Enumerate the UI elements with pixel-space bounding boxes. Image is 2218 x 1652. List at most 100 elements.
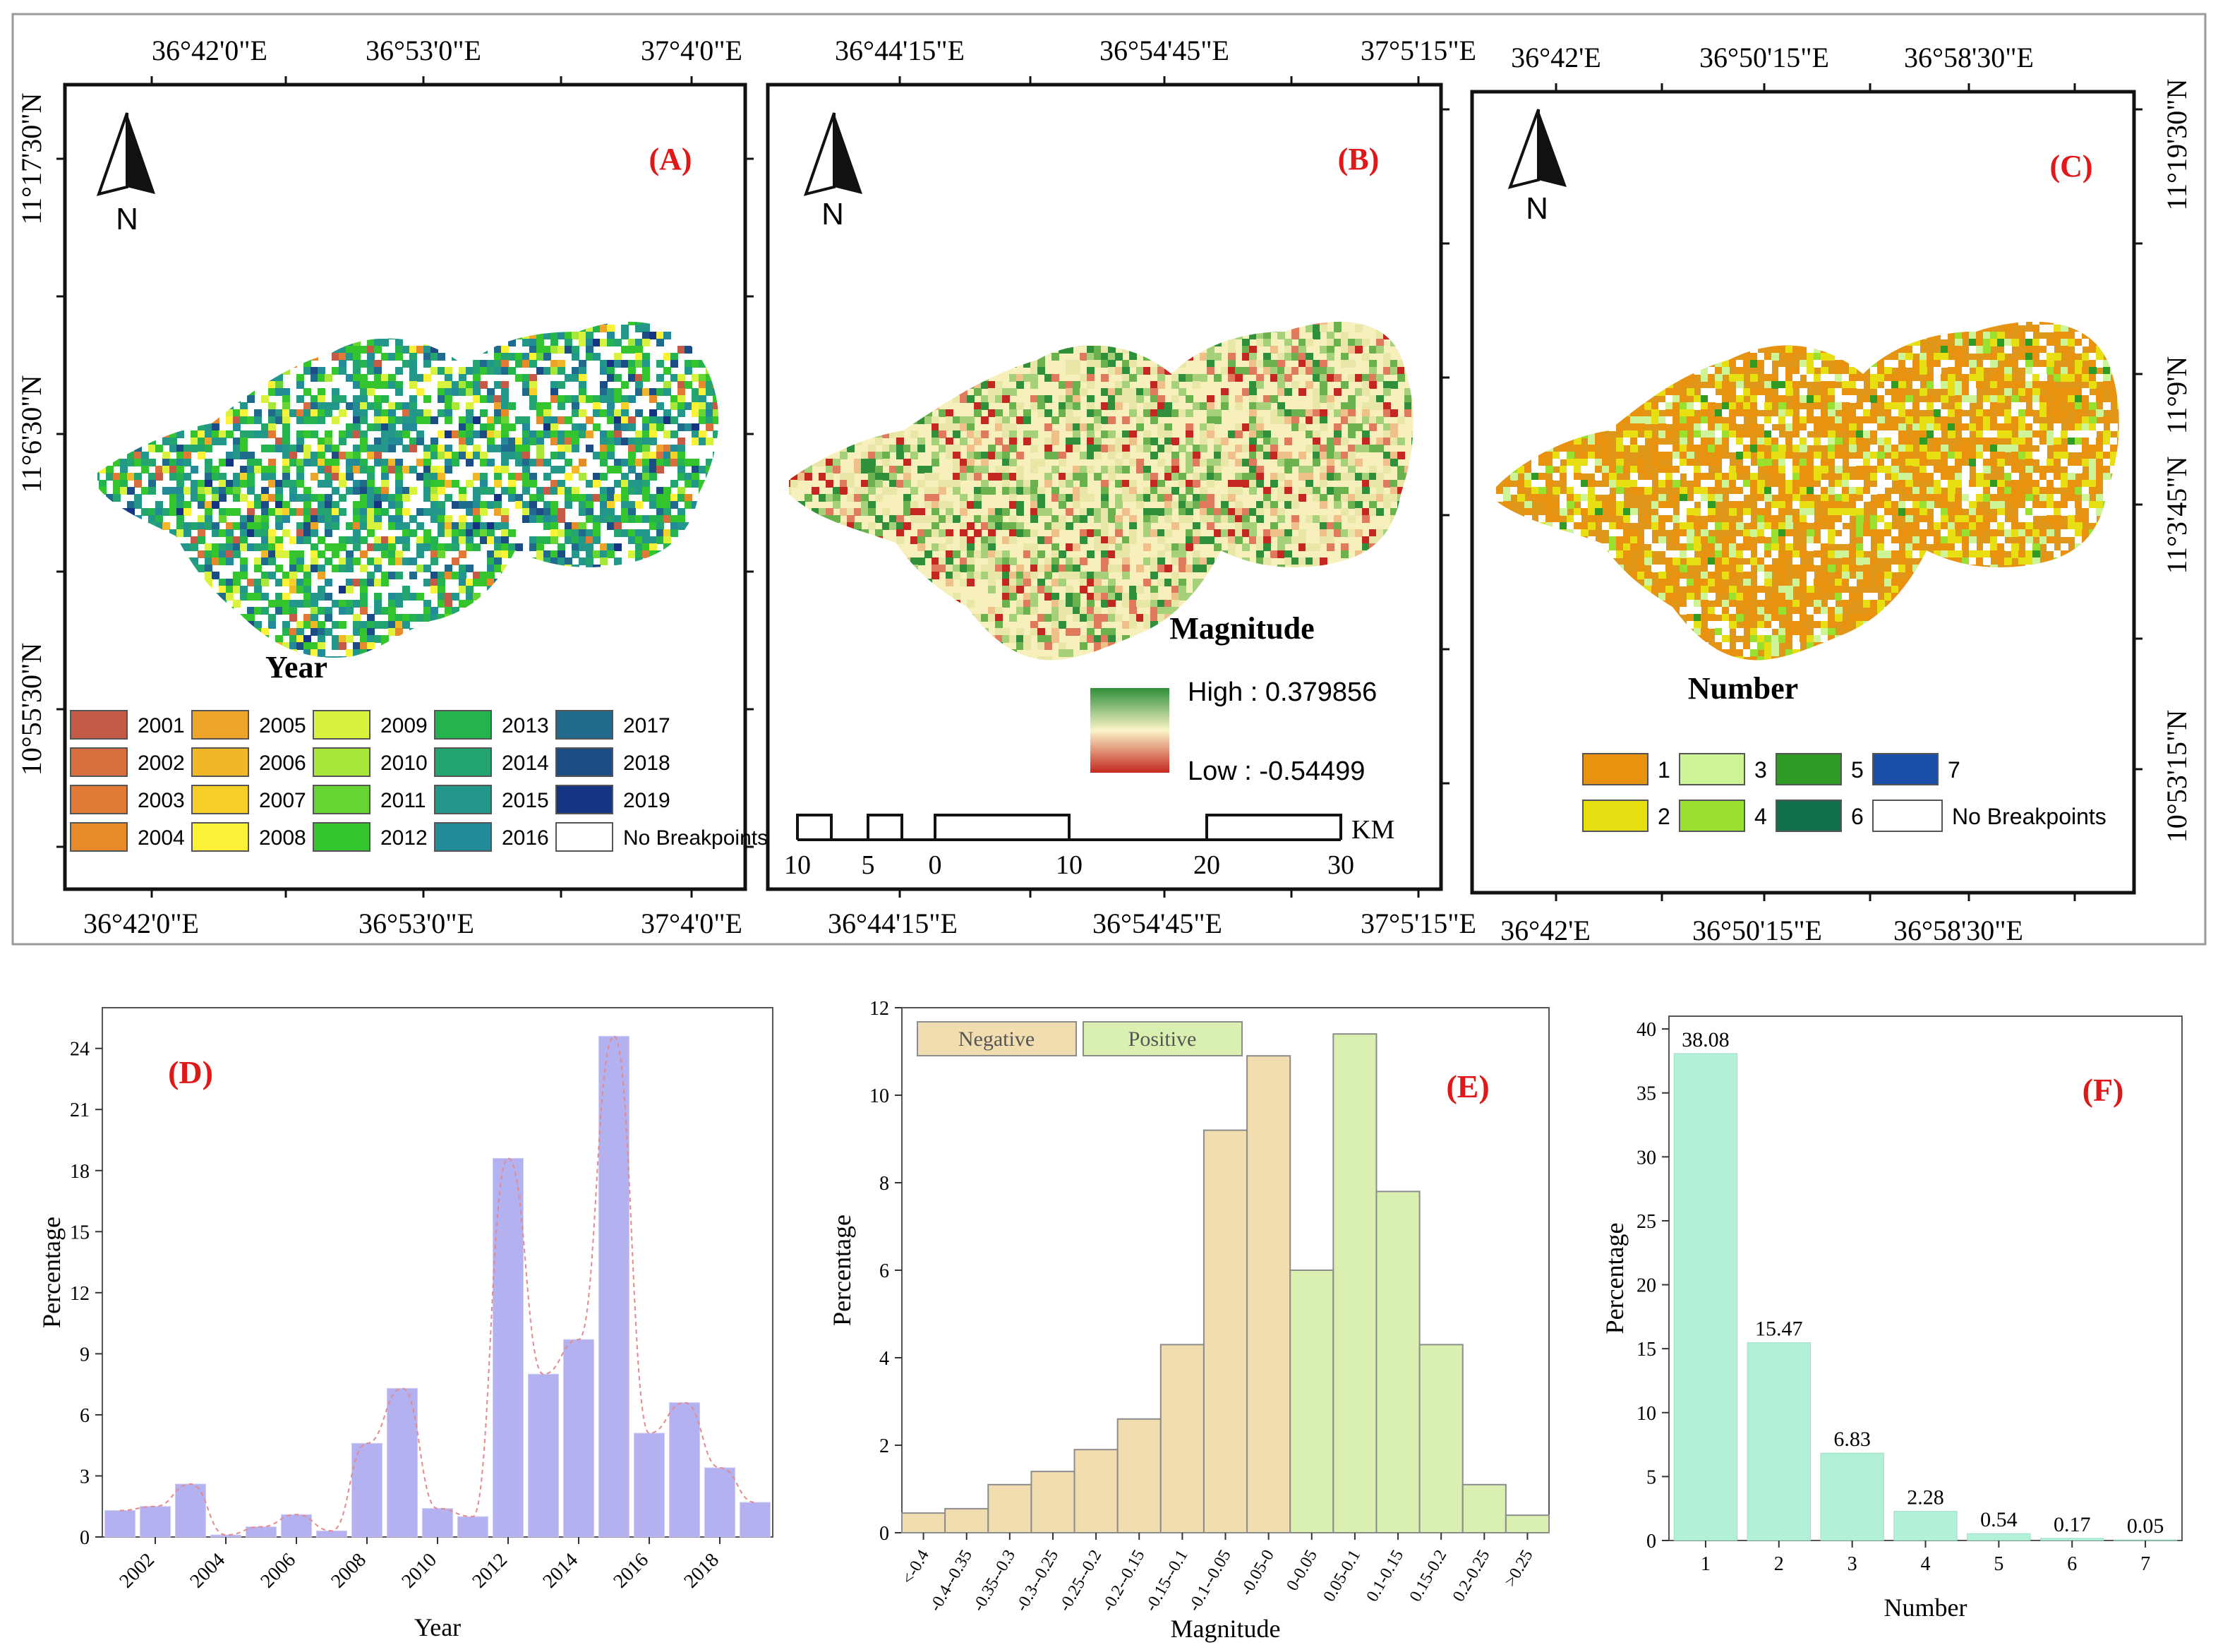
legend-label: 2015 bbox=[502, 789, 549, 812]
x-tick-label: -0.25--0.2 bbox=[1056, 1547, 1106, 1615]
bar-number-7 bbox=[2113, 1539, 2178, 1541]
bar-bin-12 bbox=[1418, 1344, 1464, 1534]
legend-label: Negative bbox=[958, 1027, 1035, 1051]
north-label: N bbox=[821, 197, 844, 231]
bar-2018 bbox=[704, 1467, 735, 1538]
y-tick-label: 3 bbox=[80, 1466, 90, 1488]
legend-swatch bbox=[555, 822, 613, 852]
legend-label: 2017 bbox=[623, 714, 670, 737]
bar-number-6 bbox=[2040, 1538, 2104, 1541]
chart-d-year-histogram: 0 3 6 9 12 15 18 21 24 2002 2004 2006 2008 2010 2012 20… bbox=[37, 1007, 773, 1641]
map-a-bottom-tick-3: 37°4'0"E bbox=[641, 908, 742, 939]
map-c-bottom-tick-1: 36°42'E bbox=[1500, 915, 1591, 946]
magnitude-low-label: Low : -0.54499 bbox=[1188, 756, 1365, 786]
legend-label: 3 bbox=[1754, 757, 1767, 783]
bar-bin-3 bbox=[1030, 1471, 1075, 1533]
map-panel-c: 36°42'E 36°50'15"E 36°58'30"E 36°42'E 36… bbox=[1470, 42, 2193, 946]
panel-letter-e: (E) bbox=[1446, 1068, 1489, 1104]
x-tick-label: 0-0.05 bbox=[1283, 1547, 1321, 1594]
magnitude-color-ramp bbox=[1090, 688, 1169, 773]
legend-swatch bbox=[313, 747, 370, 777]
x-tick-label: -0.1--0.05 bbox=[1185, 1547, 1235, 1615]
legend-swatch bbox=[917, 1021, 1077, 1056]
x-tick-label: 7 bbox=[2140, 1553, 2150, 1575]
bar-bin-5 bbox=[1116, 1418, 1162, 1534]
bar-2012 bbox=[493, 1157, 524, 1538]
y-tick-label: 5 bbox=[1646, 1466, 1656, 1488]
north-arrow-icon: N bbox=[96, 112, 155, 236]
bar-2013 bbox=[528, 1373, 559, 1538]
x-tick-label: 2016 bbox=[609, 1549, 653, 1593]
y-tick-label: 12 bbox=[869, 998, 889, 1020]
y-tick-label: 30 bbox=[1637, 1147, 1656, 1169]
x-tick-label: 0.15-0.2 bbox=[1406, 1547, 1451, 1605]
x-tick-label: 2 bbox=[1774, 1553, 1784, 1575]
map-a-top-tick-1: 36°42'0"E bbox=[152, 35, 267, 66]
bar-number-1 bbox=[1673, 1053, 1738, 1541]
map-figure-frame bbox=[11, 13, 2207, 946]
legend-swatch bbox=[70, 785, 128, 814]
bar-bin-6 bbox=[1159, 1344, 1205, 1534]
y-tick-label: 15 bbox=[70, 1222, 90, 1243]
bar-number-4 bbox=[1893, 1511, 1958, 1541]
map-c-bottom-tick-3: 36°58'30"E bbox=[1893, 915, 2023, 946]
legend-swatch bbox=[1679, 800, 1745, 832]
legend-label: 2018 bbox=[623, 752, 670, 775]
chart-e-magnitude-histogram: 0 2 4 6 8 10 12 <-0.4-0.4--0.35-0.35--0.3-0.3--… bbox=[828, 998, 1550, 1643]
bar-2016 bbox=[634, 1433, 665, 1538]
scale-label: 0 bbox=[929, 850, 942, 880]
x-tick-label: 2014 bbox=[538, 1549, 582, 1593]
scale-label: 10 bbox=[1056, 850, 1083, 880]
legend-swatch bbox=[434, 822, 492, 852]
map-a-left-tick-3: 10°55'30"N bbox=[16, 643, 47, 776]
bar-2010 bbox=[422, 1508, 453, 1538]
legend-label: 2001 bbox=[138, 714, 185, 737]
legend-swatch bbox=[70, 747, 128, 777]
bar-bin-4 bbox=[1073, 1449, 1119, 1533]
map-c-top-tick-3: 36°58'30"E bbox=[1904, 42, 2034, 73]
y-tick-label: 9 bbox=[80, 1344, 90, 1365]
y-tick-label: 2 bbox=[879, 1435, 889, 1457]
north-label: N bbox=[116, 202, 138, 236]
y-tick-label: 12 bbox=[70, 1283, 90, 1305]
bar-2019 bbox=[740, 1502, 771, 1538]
data-label: 15.47 bbox=[1755, 1318, 1803, 1341]
map-c-top-tick-2: 36°50'15"E bbox=[1699, 42, 1829, 73]
bar-number-2 bbox=[1747, 1342, 1811, 1541]
y-tick-label: 10 bbox=[869, 1085, 889, 1107]
legend-label: Positive bbox=[1128, 1027, 1197, 1051]
map-b-legend-title: Magnitude bbox=[1169, 611, 1314, 646]
number-legend: 1 2 3 4 5 6 7 No Breakpoints bbox=[1582, 753, 2107, 832]
bar-2017 bbox=[669, 1402, 700, 1538]
legend-swatch bbox=[555, 710, 613, 740]
x-tick-label: -0.3--0.25 bbox=[1013, 1547, 1063, 1615]
y-tick-label: 6 bbox=[80, 1405, 90, 1427]
panel-letter-c: (C) bbox=[2049, 149, 2092, 183]
x-tick-label: -0.4--0.35 bbox=[926, 1547, 976, 1615]
legend-label: 2005 bbox=[259, 714, 306, 737]
x-tick-label: 0.2-0.25 bbox=[1449, 1547, 1494, 1605]
legend-label: 4 bbox=[1754, 804, 1767, 829]
bar-2004 bbox=[210, 1534, 241, 1538]
legend-swatch bbox=[434, 785, 492, 814]
y-tick-label: 0 bbox=[80, 1527, 90, 1549]
bar-bin-2 bbox=[987, 1483, 1032, 1534]
map-b-top-tick-1: 36°44'15"E bbox=[835, 35, 965, 66]
legend-label: 5 bbox=[1851, 757, 1864, 783]
legend-swatch bbox=[313, 710, 370, 740]
x-tick-label: -0.35--0.3 bbox=[970, 1547, 1020, 1615]
legend-swatch bbox=[191, 785, 249, 814]
scale-unit: KM bbox=[1351, 815, 1394, 845]
x-tick-label: 2012 bbox=[468, 1549, 512, 1593]
x-tick-label: 2010 bbox=[397, 1549, 441, 1593]
map-c-right-tick-2: 11°9'N bbox=[2161, 356, 2193, 435]
scale-label: 5 bbox=[862, 850, 875, 880]
x-tick-label: 0.05-0.1 bbox=[1320, 1547, 1365, 1605]
data-label: 38.08 bbox=[1682, 1028, 1730, 1051]
legend-label: No Breakpoints bbox=[623, 826, 768, 850]
y-axis-label: Percentage bbox=[1601, 1223, 1629, 1334]
map-c-right-tick-4: 10°53'15"N bbox=[2161, 710, 2193, 843]
scale-bar: 10 5 0 10 20 30 KM bbox=[784, 814, 1394, 880]
legend-label: 2010 bbox=[380, 752, 428, 775]
x-tick-label: 3 bbox=[1848, 1553, 1857, 1575]
